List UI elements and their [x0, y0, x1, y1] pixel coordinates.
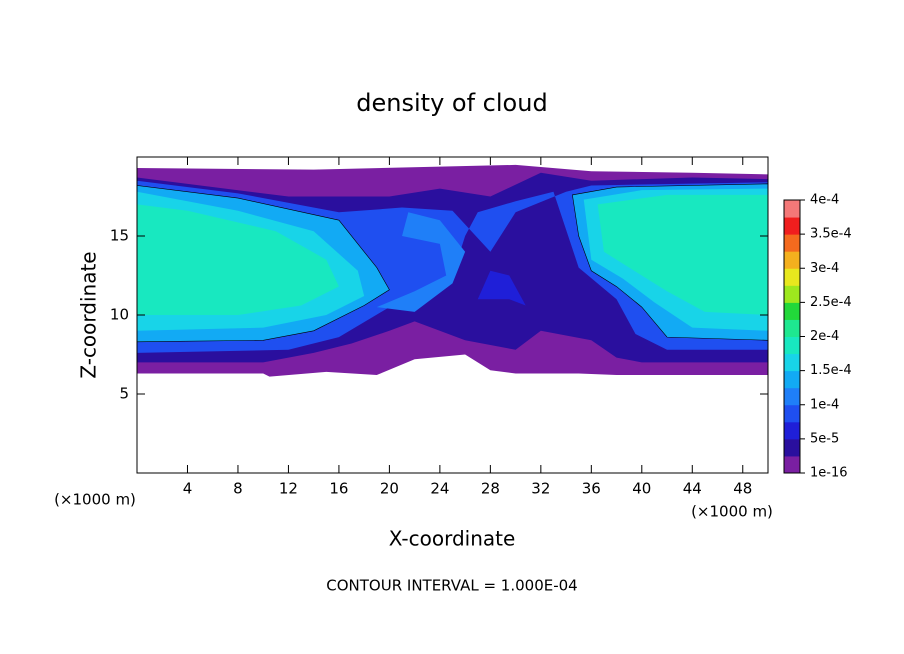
colorbar-band — [784, 200, 800, 218]
colorbar-band — [784, 234, 800, 252]
footnote: CONTOUR INTERVAL = 1.000E-04 — [326, 577, 577, 595]
colorbar-band — [784, 421, 800, 440]
colorbar-tick-label: 3.5e-4 — [810, 227, 852, 242]
x-tick-label: 28 — [481, 480, 500, 498]
colorbar-tick-label: 5e-5 — [810, 431, 839, 446]
x-unit: (×1000 m) — [691, 503, 773, 521]
x-tick-label: 8 — [233, 480, 243, 498]
y-unit: (×1000 m) — [54, 491, 136, 509]
colorbar-tick-label: 1e-16 — [810, 466, 848, 481]
x-tick-label: 44 — [683, 480, 702, 498]
colorbar-band — [784, 404, 800, 423]
colorbar-band — [784, 268, 800, 286]
x-tick-label: 4 — [183, 480, 193, 498]
colorbar-band — [784, 302, 800, 320]
y-tick-label: 15 — [110, 227, 129, 245]
colorbar-tick-label: 1.5e-4 — [810, 363, 852, 378]
contour-region — [477, 270, 526, 306]
colorbar-band — [784, 455, 800, 474]
colorbar-band — [784, 319, 800, 337]
contour-region — [597, 194, 768, 315]
colorbar-tick-label: 4e-4 — [810, 193, 839, 208]
y-tick-label: 5 — [119, 385, 129, 403]
x-tick-label: 48 — [733, 480, 752, 498]
colorbar-tick-label: 2e-4 — [810, 329, 839, 344]
colorbar-band — [784, 370, 800, 389]
x-tick-label: 36 — [582, 480, 601, 498]
colorbar-tick-label: 3e-4 — [810, 261, 839, 276]
x-tick-label: 32 — [531, 480, 550, 498]
x-tick-label: 24 — [430, 480, 449, 498]
x-tick-label: 12 — [279, 480, 298, 498]
colorbar-band — [784, 438, 800, 457]
y-axis-label: Z-coordinate — [77, 251, 101, 378]
contour-region — [376, 212, 466, 312]
colorbar-band — [784, 217, 800, 235]
x-tick-label: 40 — [632, 480, 651, 498]
colorbar-band — [784, 336, 800, 355]
colorbar-band — [784, 387, 800, 406]
colorbar-tick-label: 2.5e-4 — [810, 295, 852, 310]
colorbar-band — [784, 353, 800, 372]
chart-title: density of cloud — [356, 89, 547, 117]
x-tick-label: 16 — [329, 480, 348, 498]
colorbar-band — [784, 251, 800, 269]
x-axis-label: X-coordinate — [389, 527, 516, 551]
contour-region — [137, 204, 339, 315]
y-tick-label: 10 — [110, 306, 129, 324]
x-tick-label: 20 — [380, 480, 399, 498]
colorbar-tick-label: 1e-4 — [810, 397, 839, 412]
colorbar-band — [784, 285, 800, 303]
